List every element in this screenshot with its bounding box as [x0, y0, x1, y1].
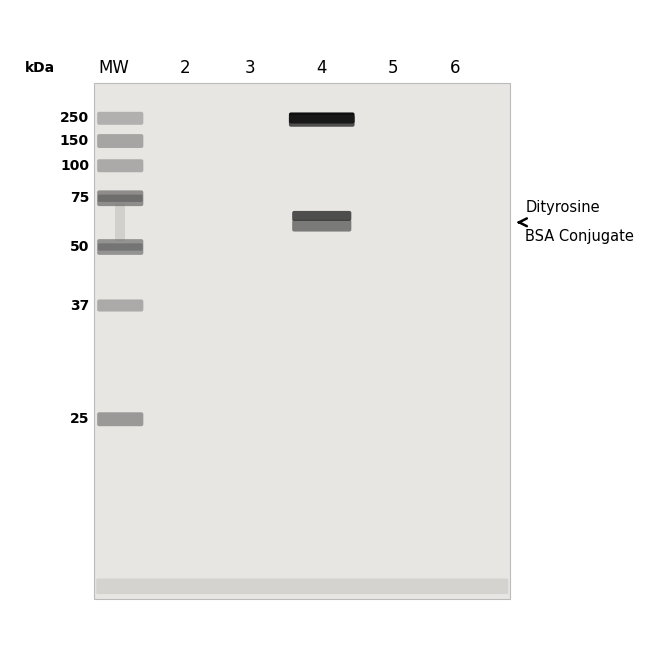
Bar [94, 445, 510, 471]
FancyBboxPatch shape [289, 112, 355, 124]
Bar [94, 135, 510, 161]
FancyBboxPatch shape [98, 112, 143, 125]
FancyBboxPatch shape [292, 211, 351, 221]
Text: 100: 100 [60, 159, 89, 173]
Text: 6: 6 [450, 59, 460, 77]
FancyBboxPatch shape [98, 159, 143, 172]
Text: 250: 250 [60, 111, 89, 125]
FancyBboxPatch shape [96, 578, 508, 594]
FancyBboxPatch shape [98, 243, 143, 251]
Text: 2: 2 [180, 59, 190, 77]
Bar [94, 393, 510, 419]
Bar [94, 161, 510, 187]
Bar [94, 419, 510, 445]
Bar [94, 471, 510, 496]
FancyBboxPatch shape [94, 83, 510, 599]
FancyBboxPatch shape [292, 220, 351, 231]
Bar [94, 290, 510, 315]
Text: 25: 25 [70, 412, 89, 426]
FancyBboxPatch shape [98, 190, 143, 206]
Bar [94, 548, 510, 573]
Bar [94, 522, 510, 548]
Text: 37: 37 [70, 298, 89, 313]
Text: 150: 150 [60, 134, 89, 148]
Bar [94, 213, 510, 238]
Bar [94, 367, 510, 393]
Text: 5: 5 [388, 59, 398, 77]
FancyBboxPatch shape [98, 239, 143, 255]
Bar [94, 264, 510, 290]
Bar [94, 109, 510, 135]
FancyBboxPatch shape [289, 115, 355, 127]
FancyBboxPatch shape [98, 194, 143, 202]
Bar [94, 187, 510, 212]
FancyBboxPatch shape [98, 412, 143, 426]
FancyBboxPatch shape [98, 134, 143, 148]
Text: BSA Conjugate: BSA Conjugate [525, 229, 634, 244]
Text: 4: 4 [317, 59, 327, 77]
Text: kDa: kDa [25, 61, 55, 75]
Text: 50: 50 [70, 240, 89, 254]
Bar [94, 238, 510, 264]
Text: Dityrosine: Dityrosine [525, 200, 600, 216]
Bar [94, 573, 510, 599]
Bar [94, 496, 510, 522]
Text: MW: MW [98, 59, 129, 77]
Bar [94, 315, 510, 341]
Bar [115, 203, 125, 240]
Bar [94, 83, 510, 109]
FancyBboxPatch shape [98, 300, 143, 311]
Bar [94, 341, 510, 367]
Text: 3: 3 [245, 59, 255, 77]
Text: 75: 75 [70, 191, 89, 205]
